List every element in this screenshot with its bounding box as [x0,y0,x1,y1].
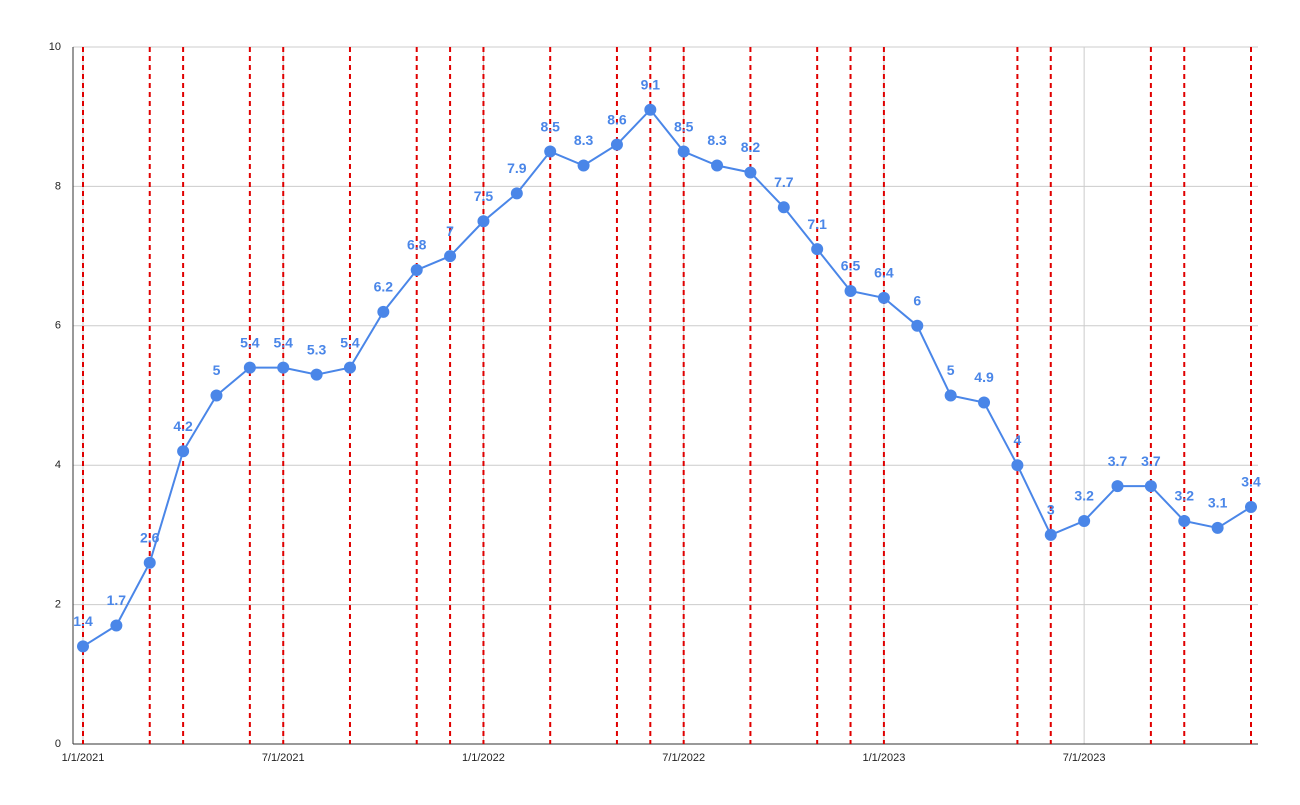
data-point [477,215,490,228]
data-point [377,305,390,318]
data-point [610,138,623,151]
data-point [1211,521,1224,534]
data-label: 3.1 [1208,495,1228,511]
data-label: 5 [947,362,955,378]
data-point [1044,528,1057,541]
data-label: 7.9 [507,160,527,176]
data-point [811,243,824,256]
data-point [1245,501,1257,514]
data-label: 6.5 [841,258,861,274]
data-label: 3.7 [1108,453,1128,469]
y-tick-label: 6 [55,320,61,332]
data-label: 5.4 [240,334,260,350]
data-label: 5.3 [307,341,327,357]
data-label: 7 [446,223,454,239]
data-point [978,396,991,409]
data-point [544,145,557,158]
data-label: 3.4 [1241,474,1261,490]
data-label: 9.1 [641,76,661,92]
data-point [110,619,123,632]
data-label: 7.7 [774,174,794,190]
y-tick-label: 0 [55,738,61,750]
data-point [243,361,256,374]
data-label: 6.4 [874,265,894,281]
y-tick-label: 10 [49,41,61,53]
data-label: 6 [913,293,921,309]
data-point [711,159,724,172]
data-point [1144,480,1157,493]
data-label: 5.4 [340,334,360,350]
x-tick-label: 1/1/2023 [863,752,906,764]
x-tick-label: 7/1/2022 [662,752,705,764]
data-point [310,368,323,381]
data-point [143,556,156,569]
data-point [644,103,657,116]
data-label: 1.7 [107,592,127,608]
data-label: 8.3 [574,132,594,148]
data-label: 8.2 [741,139,761,155]
data-point [777,201,790,214]
data-point [877,291,890,304]
data-label: 3.7 [1141,453,1161,469]
x-tick-label: 1/1/2021 [62,752,105,764]
data-label: 8.5 [540,118,560,134]
data-point [210,389,223,402]
data-label: 6.8 [407,237,427,253]
data-point [1178,514,1191,527]
series-line [82,108,1252,648]
y-tick-label: 4 [55,459,61,471]
y-tick-label: 2 [55,599,61,611]
data-label: 5 [213,362,221,378]
data-label: 2.6 [140,529,160,545]
data-label: 7.5 [474,188,494,204]
data-point [911,319,924,332]
data-point [844,284,857,297]
data-label: 5.4 [273,334,293,350]
y-tick-label: 8 [55,180,61,192]
data-label: 4 [1014,432,1022,448]
data-point [944,389,957,402]
data-label: 4.2 [173,418,193,434]
data-point [510,187,523,200]
data-label: 8.6 [607,111,627,127]
data-label: 3.2 [1175,488,1195,504]
data-label: 8.3 [707,132,727,148]
data-label: 8.5 [674,118,694,134]
data-point [410,264,423,277]
data-label: 3.2 [1074,488,1094,504]
data-label: 6.2 [374,279,394,295]
data-point [343,361,356,374]
x-tick-label: 7/1/2021 [262,752,305,764]
data-label: 4.9 [974,369,994,385]
data-point [177,445,190,458]
data-point [577,159,590,172]
x-tick-label: 1/1/2022 [462,752,505,764]
data-point [1011,459,1024,472]
data-point [1111,480,1124,493]
data-point [744,166,757,179]
data-point [444,250,457,263]
data-point [677,145,690,158]
data-label: 1.4 [73,613,93,629]
x-tick-label: 7/1/2023 [1063,752,1106,764]
data-point [1078,514,1091,527]
data-label: 7.1 [807,216,827,232]
data-point [77,640,89,653]
data-label: 3 [1047,502,1055,518]
data-point [277,361,290,374]
